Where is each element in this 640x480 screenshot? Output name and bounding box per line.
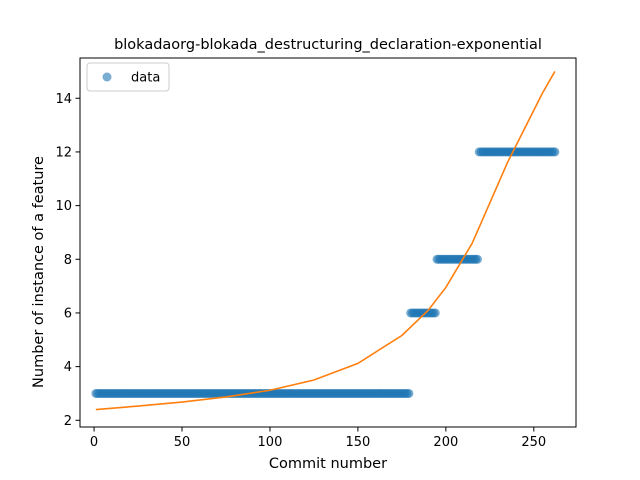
y-tick-label: 10 bbox=[55, 199, 72, 214]
chart-title: blokadaorg-blokada_destructuring_declara… bbox=[114, 37, 542, 53]
legend-label: data bbox=[131, 71, 160, 86]
y-axis-label: Number of instance of a feature bbox=[31, 156, 47, 388]
legend-marker bbox=[102, 72, 112, 82]
data-point bbox=[430, 308, 440, 318]
x-tick-label: 150 bbox=[345, 435, 370, 450]
y-tick-label: 14 bbox=[55, 92, 72, 107]
legend: data bbox=[86, 62, 170, 92]
y-tick-label: 2 bbox=[64, 414, 72, 429]
x-tick-label: 0 bbox=[90, 435, 98, 450]
x-tick-label: 200 bbox=[433, 435, 458, 450]
x-tick-label: 100 bbox=[258, 435, 283, 450]
y-tick-label: 8 bbox=[64, 253, 72, 268]
legend-box bbox=[86, 62, 170, 92]
x-tick-label: 50 bbox=[174, 435, 191, 450]
y-tick-label: 12 bbox=[55, 145, 72, 160]
y-tick-label: 6 bbox=[64, 306, 72, 321]
x-axis-label: Commit number bbox=[269, 456, 387, 472]
x-tick-label: 250 bbox=[521, 435, 546, 450]
data-point bbox=[404, 388, 414, 398]
axes-frame bbox=[79, 57, 577, 428]
plot-area bbox=[91, 71, 560, 411]
data-point bbox=[550, 147, 560, 157]
fit-curve bbox=[95, 71, 556, 411]
data-point bbox=[473, 254, 482, 264]
axes: 0 50 100 150 200 250 2 4 6 8 10 12 14 bbox=[55, 57, 577, 450]
y-tick-label: 4 bbox=[64, 360, 72, 375]
